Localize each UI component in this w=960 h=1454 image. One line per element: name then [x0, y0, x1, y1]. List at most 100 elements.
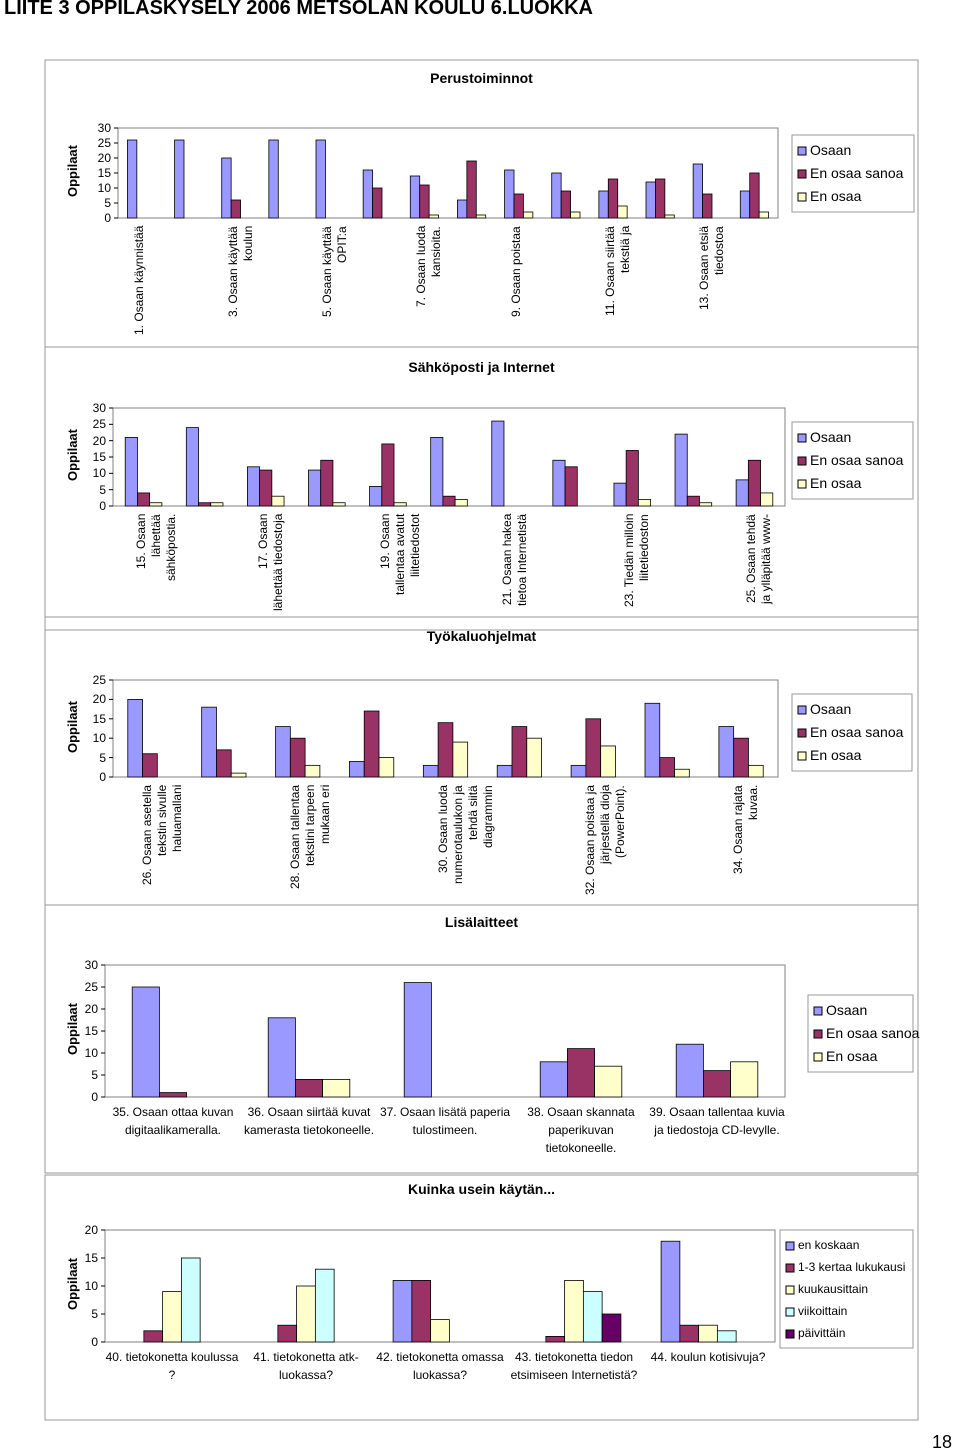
- legend-label: kuukausittain: [798, 1282, 869, 1296]
- legend-swatch: [785, 1263, 795, 1273]
- bar: [674, 768, 690, 778]
- bar: [127, 699, 143, 778]
- legend-label: En osaa: [810, 747, 862, 763]
- x-tick-label: 35. Osaan ottaa kuvan digitaalikameralla…: [112, 1105, 234, 1137]
- y-tick-label: 5: [91, 1307, 98, 1321]
- bar: [491, 420, 505, 507]
- bar: [230, 772, 247, 778]
- legend-swatch: [785, 1241, 795, 1251]
- legend-swatch: [797, 456, 807, 466]
- bar: [314, 1268, 335, 1343]
- bar: [466, 160, 477, 219]
- y-tick-label: 0: [91, 1335, 98, 1349]
- bar: [428, 214, 439, 219]
- bar: [692, 163, 703, 219]
- page-title: LIITE 3 OPPILASKYSELY 2006 METSOLAN KOUL…: [4, 0, 594, 19]
- bar: [210, 502, 224, 507]
- bar: [660, 1240, 681, 1343]
- bar: [730, 1061, 759, 1098]
- legend-label: En osaa: [810, 188, 862, 204]
- bar: [409, 175, 421, 219]
- bar: [475, 214, 487, 219]
- bar: [702, 193, 713, 219]
- x-tick-label: 42. tietokonetta omassa luokassa?: [376, 1350, 504, 1382]
- bar: [304, 764, 321, 778]
- legend-swatch: [797, 433, 807, 443]
- bar: [381, 443, 395, 507]
- bar: [570, 211, 581, 219]
- bar: [675, 1043, 704, 1098]
- y-tick-label: 10: [97, 181, 111, 195]
- legend-label: En osaa sanoa: [826, 1025, 920, 1041]
- y-tick-label: 10: [84, 1046, 98, 1060]
- bar: [617, 205, 628, 219]
- chart-title: Sähköposti ja Internet: [408, 359, 555, 375]
- x-tick-label: 40. tietokonetta koulussa ?: [105, 1350, 239, 1382]
- bar: [349, 761, 365, 778]
- bar: [430, 436, 444, 507]
- bar: [162, 1291, 182, 1343]
- bar: [131, 986, 160, 1098]
- bar: [267, 1017, 296, 1098]
- legend-swatch: [797, 705, 807, 715]
- bar: [454, 499, 468, 507]
- bar: [598, 190, 609, 219]
- x-tick-label: 17. Osaan lähettää tiedostoja: [255, 514, 285, 612]
- y-tick-label: 0: [99, 770, 106, 784]
- bar: [748, 764, 764, 778]
- bar: [526, 737, 542, 778]
- y-tick-label: 20: [97, 151, 111, 165]
- legend-swatch: [797, 751, 807, 761]
- bar: [511, 726, 528, 778]
- y-tick-label: 5: [104, 196, 111, 210]
- bar: [277, 1324, 298, 1343]
- bar: [127, 139, 138, 219]
- bar: [322, 1079, 351, 1098]
- legend-label: päivittäin: [798, 1326, 846, 1340]
- x-tick-label: 37. Osaan lisätä paperia tulostimeen.: [379, 1105, 511, 1137]
- legend-box: [807, 994, 914, 1073]
- legend-label: viikoittain: [798, 1304, 848, 1318]
- y-tick-label: 30: [92, 401, 106, 415]
- bar: [659, 757, 675, 778]
- x-tick-label: 39. Osaan tallentaa kuvia ja tiedostoja …: [649, 1105, 785, 1137]
- legend-swatch: [813, 1029, 823, 1039]
- page-number: 18: [931, 1432, 952, 1452]
- x-tick-label: 28. Osaan tallentaa tekstini tarpeen muk…: [287, 785, 332, 890]
- x-tick-label: 43. tietokonetta tiedon etsimiseen Inter…: [510, 1350, 638, 1382]
- bar: [739, 190, 751, 219]
- y-axis-title: Oppilaat: [65, 145, 80, 198]
- bar: [174, 139, 185, 219]
- bar: [268, 139, 279, 219]
- plot-area: [117, 127, 779, 219]
- bar: [582, 1291, 603, 1343]
- y-tick-label: 10: [92, 731, 106, 746]
- bar: [760, 492, 774, 507]
- bar: [419, 184, 430, 219]
- bar: [504, 169, 515, 219]
- bar: [570, 764, 587, 778]
- chart-frame: [44, 904, 919, 1174]
- bar: [437, 722, 454, 778]
- x-tick-label: 44. koulun kotisivuja?: [650, 1350, 766, 1364]
- bar: [539, 1061, 568, 1098]
- bar: [655, 178, 666, 219]
- bar: [430, 1319, 450, 1343]
- bar: [137, 492, 151, 507]
- bar: [452, 741, 469, 778]
- chart-frame: [44, 346, 919, 631]
- plot-area: [104, 964, 786, 1098]
- bar: [613, 482, 627, 507]
- bar: [198, 502, 212, 507]
- x-tick-label: 41. tietokonetta atk-luokassa?: [253, 1350, 359, 1382]
- y-tick-label: 10: [92, 466, 106, 481]
- y-tick-label: 0: [99, 499, 106, 513]
- bar: [747, 459, 761, 507]
- bar: [403, 982, 432, 1098]
- bar: [645, 181, 656, 219]
- legend-swatch: [785, 1307, 795, 1317]
- legend-label: Osaan: [826, 1002, 868, 1018]
- bar: [271, 495, 285, 507]
- legend-label: en koskaan: [798, 1238, 860, 1252]
